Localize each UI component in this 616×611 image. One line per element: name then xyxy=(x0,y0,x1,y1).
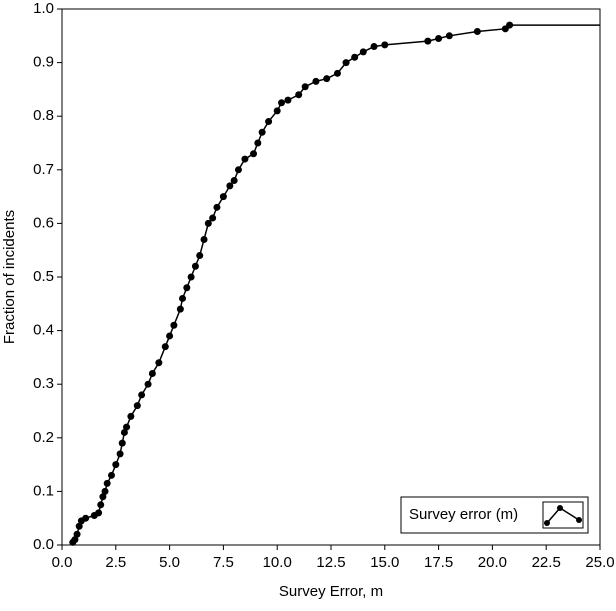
data-point xyxy=(473,28,481,36)
x-tick-label: 5.0 xyxy=(159,554,180,571)
data-point xyxy=(73,530,81,538)
y-tick-label: 0.0 xyxy=(33,536,54,553)
data-point xyxy=(209,214,217,222)
data-point xyxy=(200,235,208,243)
data-point xyxy=(323,75,331,83)
data-point xyxy=(71,536,79,544)
data-point xyxy=(351,53,359,61)
data-point xyxy=(144,380,152,388)
data-point xyxy=(155,359,163,367)
data-point xyxy=(97,501,105,509)
data-point xyxy=(138,391,146,399)
data-point xyxy=(204,219,212,227)
data-point xyxy=(183,284,191,292)
data-point xyxy=(176,305,184,313)
data-point xyxy=(381,41,389,49)
data-point xyxy=(435,34,443,42)
data-point xyxy=(370,43,378,51)
data-point xyxy=(250,150,258,158)
data-point xyxy=(166,332,174,340)
x-tick-label: 17.5 xyxy=(424,554,453,571)
data-point xyxy=(118,439,126,447)
data-point xyxy=(133,402,141,410)
data-point xyxy=(148,369,156,377)
legend-box xyxy=(400,496,589,534)
data-point xyxy=(75,522,83,530)
data-point xyxy=(445,32,453,40)
y-tick-label: 0.1 xyxy=(33,482,54,499)
data-point xyxy=(226,182,234,190)
data-point xyxy=(258,128,266,136)
y-tick-label: 1.0 xyxy=(33,0,54,17)
legend-icon-marker xyxy=(544,520,550,526)
data-point xyxy=(82,514,90,522)
data-point xyxy=(99,493,107,501)
data-point xyxy=(265,118,273,126)
y-tick-label: 0.9 xyxy=(33,54,54,71)
x-tick-label: 15.0 xyxy=(370,554,399,571)
data-point xyxy=(116,450,124,458)
data-point xyxy=(103,479,111,487)
x-tick-label: 12.5 xyxy=(316,554,345,571)
data-point xyxy=(230,177,238,185)
data-point xyxy=(301,83,309,91)
data-point xyxy=(333,69,341,77)
y-tick-label: 0.3 xyxy=(33,375,54,392)
data-point xyxy=(112,461,120,469)
data-point xyxy=(254,139,262,147)
data-point xyxy=(187,273,195,281)
data-point xyxy=(273,107,281,115)
data-point xyxy=(179,294,187,302)
data-point xyxy=(101,487,109,495)
data-point xyxy=(284,96,292,104)
legend-icon-box xyxy=(542,501,584,529)
data-point xyxy=(123,423,131,431)
legend: Survey error (m) xyxy=(400,496,589,534)
data-point xyxy=(191,262,199,270)
data-point xyxy=(213,203,221,211)
legend-icon-marker xyxy=(557,505,563,511)
x-axis-label: Survey Error, m xyxy=(279,583,383,600)
x-tick-label: 7.5 xyxy=(213,554,234,571)
data-point xyxy=(95,509,103,517)
data-point xyxy=(342,59,350,67)
data-point xyxy=(196,252,204,260)
data-point xyxy=(506,21,514,29)
legend-icon-marker xyxy=(576,517,582,523)
y-axis-label: Fraction of incidents xyxy=(1,210,18,344)
data-point xyxy=(424,37,432,45)
data-line xyxy=(72,24,511,543)
x-tick-label: 0.0 xyxy=(52,554,73,571)
y-tick-label: 0.8 xyxy=(33,107,54,124)
data-point xyxy=(312,77,320,85)
y-tick-label: 0.4 xyxy=(33,322,54,339)
data-point xyxy=(359,48,367,56)
y-tick-label: 0.2 xyxy=(33,429,54,446)
y-tick-label: 0.7 xyxy=(33,161,54,178)
data-point xyxy=(170,321,178,329)
data-point xyxy=(219,193,227,201)
x-tick-label: 20.0 xyxy=(478,554,507,571)
y-tick-label: 0.6 xyxy=(33,214,54,231)
data-point xyxy=(295,91,303,99)
data-point xyxy=(107,471,115,479)
y-tick-label: 0.5 xyxy=(33,268,54,285)
data-point xyxy=(127,412,135,420)
plot-frame xyxy=(61,8,601,546)
x-tick-label: 2.5 xyxy=(105,554,126,571)
data-point xyxy=(161,343,169,351)
x-tick-label: 22.5 xyxy=(532,554,561,571)
x-tick-label: 10.0 xyxy=(263,554,292,571)
data-point xyxy=(241,155,249,163)
data-point xyxy=(278,99,286,107)
x-tick-label: 25.0 xyxy=(585,554,614,571)
legend-label: Survey error (m) xyxy=(409,506,518,523)
data-point xyxy=(234,166,242,174)
data-point xyxy=(120,428,128,436)
